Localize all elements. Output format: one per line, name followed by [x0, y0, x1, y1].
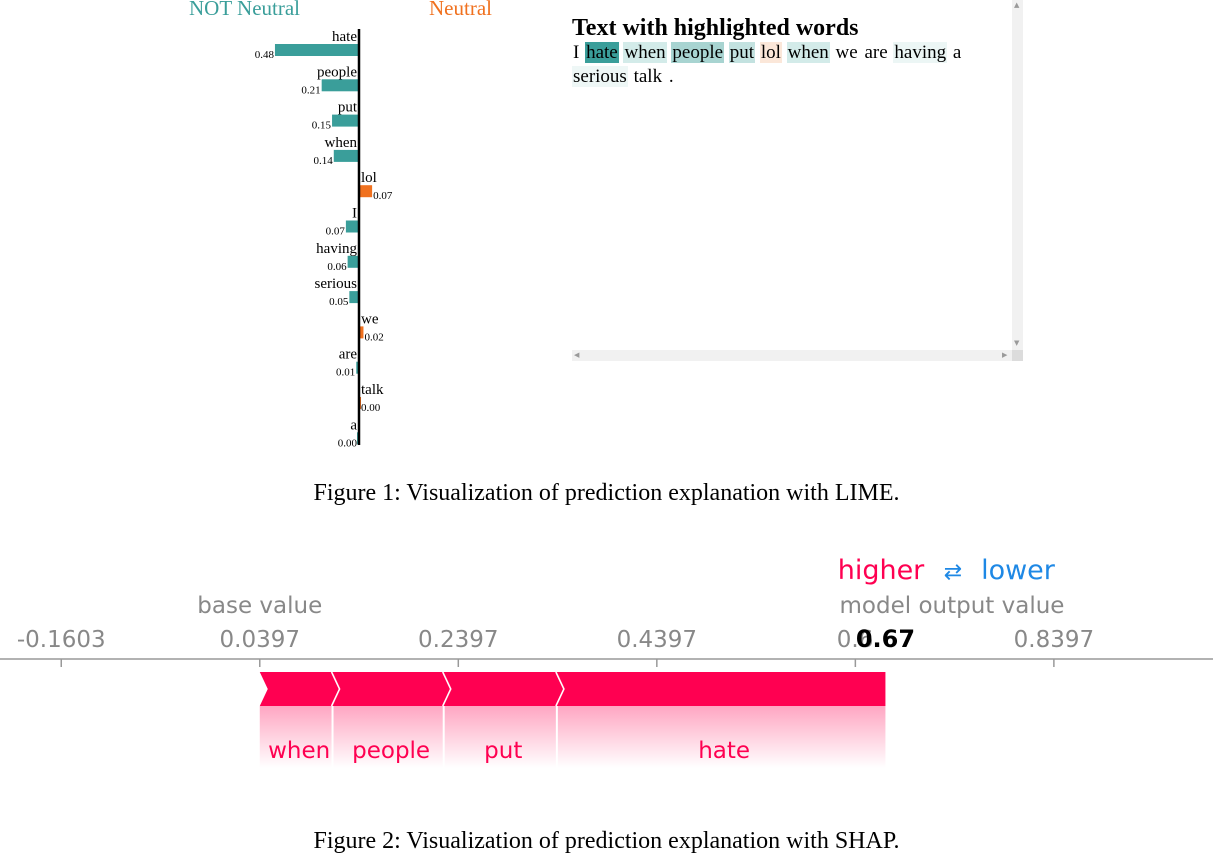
- lime-feature-label: serious: [315, 276, 358, 292]
- highlighted-token: when: [786, 42, 830, 63]
- shap-segment-fade: [443, 706, 557, 768]
- scroll-right-arrow-icon[interactable]: ▶: [1002, 351, 1008, 359]
- shap-segment-when: [259, 672, 341, 706]
- lime-bar-people: [321, 79, 358, 92]
- shap-tick-label: -0.1603: [17, 627, 106, 653]
- highlighted-token: a: [951, 42, 963, 63]
- lime-class-negative-label: NOT Neutral: [189, 0, 300, 20]
- shap-chevron: [442, 671, 452, 707]
- scroll-up-arrow-icon[interactable]: ▲: [1014, 1, 1020, 9]
- lime-bar-when: [333, 149, 358, 162]
- lime-bar-put: [332, 114, 358, 127]
- shap-feature-label: hate: [698, 738, 750, 764]
- highlighted-token: having: [893, 42, 948, 63]
- shap-feature-label: people: [352, 738, 430, 764]
- lime-feature-label: people: [317, 64, 357, 80]
- shap-tick-label: 0.6: [837, 627, 874, 653]
- highlighted-token: I: [572, 42, 581, 63]
- lime-bar-serious: [349, 291, 358, 304]
- highlighted-text-body: I hate when people put lol when we are h…: [572, 41, 1012, 89]
- highlighted-token: put: [728, 42, 756, 63]
- shap-legend-arrows-icon: ⇄: [944, 560, 962, 585]
- figure-1-caption: Figure 1: Visualization of prediction ex…: [313, 480, 900, 506]
- scroll-down-arrow-icon[interactable]: ▼: [1014, 339, 1020, 347]
- scroll-left-arrow-icon[interactable]: ◀: [574, 351, 580, 359]
- lime-value-label: 0.21: [301, 84, 320, 96]
- lime-bar-talk: [360, 397, 361, 409]
- lime-feature-label: a: [350, 417, 357, 433]
- lime-bar-having: [347, 255, 358, 268]
- highlighted-token: serious: [572, 66, 628, 87]
- lime-feature-label: lol: [361, 170, 377, 186]
- highlighted-token: we: [834, 42, 859, 63]
- lime-value-label: 0.07: [373, 190, 393, 202]
- shap-segment-fade: [332, 706, 444, 768]
- shap-output-value: 0.67: [856, 625, 915, 653]
- vertical-scrollbar[interactable]: ▲ ▼: [1012, 0, 1023, 350]
- shap-force-plot: higher ⇄ lower base value model output value…: [0, 555, 1213, 768]
- shap-output-value-caption: model output value: [840, 593, 1065, 619]
- lime-feature-label: talk: [361, 382, 384, 398]
- shap-tick-label: 0.8397: [1014, 627, 1094, 653]
- lime-value-label: 0.00: [338, 437, 358, 447]
- shap-segment-fade: [556, 706, 886, 768]
- lime-bar-a: [357, 432, 358, 445]
- lime-value-label: 0.48: [255, 49, 275, 61]
- highlighted-token: talk: [632, 66, 664, 87]
- shap-tick-label: 0.4397: [617, 627, 697, 653]
- shap-legend-higher: higher: [838, 555, 925, 586]
- shap-tick-label: 0.2397: [418, 627, 498, 653]
- figure-2-caption: Figure 2: Visualization of prediction ex…: [313, 828, 900, 854]
- highlighted-text-title: Text with highlighted words: [572, 15, 859, 41]
- lime-value-label: 0.05: [329, 296, 349, 308]
- lime-value-label: 0.15: [312, 120, 332, 132]
- highlighted-token: when: [623, 42, 667, 63]
- lime-value-label: 0.06: [327, 261, 347, 273]
- lime-bar-I: [345, 220, 358, 233]
- shap-chevron: [330, 671, 341, 707]
- lime-feature-label: having: [316, 241, 357, 257]
- horizontal-scrollbar[interactable]: ◀ ▶: [572, 350, 1012, 361]
- shap-segment-put: [443, 672, 565, 706]
- lime-value-label: 0.07: [326, 226, 346, 238]
- highlighted-token: are: [863, 42, 889, 63]
- lime-bar-we: [360, 326, 364, 339]
- shap-feature-label: when: [268, 738, 330, 764]
- lime-class-positive-label: Neutral: [429, 0, 492, 20]
- lime-value-label: 0.01: [336, 367, 355, 379]
- lime-bar-lol: [360, 185, 373, 198]
- lime-value-label: 0.14: [314, 155, 334, 167]
- shap-base-value-label: base value: [197, 593, 322, 619]
- highlighted-token: hate: [585, 42, 619, 63]
- lime-value-label: 0.00: [361, 402, 381, 414]
- shap-tick-label: 0.0397: [220, 627, 300, 653]
- lime-feature-label: I: [352, 206, 357, 222]
- highlighted-token: people: [671, 42, 725, 63]
- lime-feature-label: put: [338, 100, 358, 116]
- shap-segment-people: [332, 672, 452, 706]
- lime-bar-are: [356, 361, 358, 374]
- lime-feature-label: when: [325, 135, 358, 151]
- shap-segment-hate: [556, 672, 886, 706]
- lime-bar-hate: [274, 44, 358, 56]
- lime-feature-label: hate: [332, 29, 357, 45]
- scrollbar-corner: [1012, 350, 1023, 361]
- lime-feature-label: are: [339, 347, 358, 363]
- lime-feature-chart: hate 0.48 people 0.21 put 0.15 when 0.14 lol 0.07…: [255, 29, 393, 447]
- lime-feature-label: we: [361, 311, 379, 327]
- highlighted-token: lol: [759, 42, 782, 63]
- shap-legend-lower: lower: [981, 555, 1056, 586]
- shap-segment-fade: [259, 706, 333, 768]
- shap-chevron: [555, 671, 565, 707]
- highlighted-token: .: [667, 66, 675, 87]
- shap-feature-label: put: [484, 738, 522, 764]
- lime-value-label: 0.02: [364, 331, 383, 343]
